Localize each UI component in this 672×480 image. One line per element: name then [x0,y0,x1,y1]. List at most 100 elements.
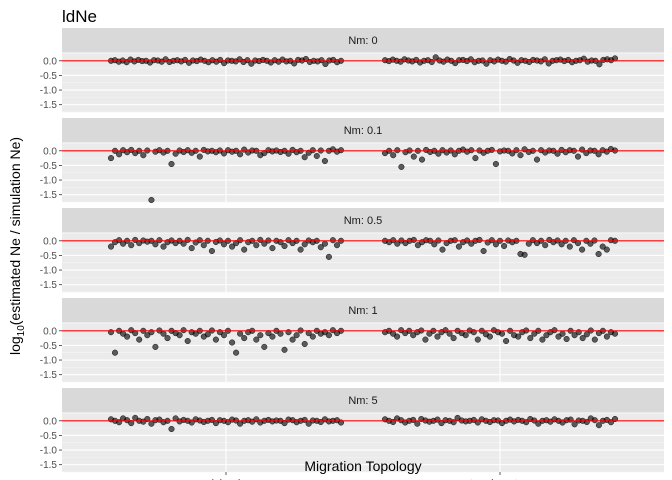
data-point [329,327,336,334]
facet-strip-label: Nm: 1 [348,305,377,317]
data-point [591,336,598,343]
data-point [543,332,550,339]
data-point [517,152,524,159]
data-point [451,151,458,158]
data-point [293,332,300,339]
data-point [333,242,341,249]
data-point [551,327,558,334]
data-point [390,152,397,159]
data-point [253,336,260,343]
data-point [394,147,401,154]
data-point [281,346,288,353]
data-point [257,332,264,339]
data-point [398,163,405,170]
data-point [329,237,336,244]
facet-strip-label: Nm: 0 [348,35,377,47]
y-tick-label: 0.0 [43,56,57,67]
data-point [595,422,602,429]
data-point [533,156,541,163]
data-point [253,242,260,249]
data-point [567,416,574,423]
data-point [492,241,499,248]
data-point [476,236,483,243]
data-point [229,243,236,250]
data-point [160,330,167,337]
data-point [164,335,171,342]
data-point [180,327,187,334]
facet-strip [62,298,664,322]
data-point [432,54,439,61]
data-point [208,247,215,255]
data-point [455,243,462,250]
data-point [241,335,248,342]
data-point [188,245,195,252]
data-point [140,152,147,159]
data-point [498,330,506,337]
data-point [116,151,123,158]
y-tick-label: -0.5 [40,251,58,262]
data-point [559,330,566,337]
data-point [325,332,332,339]
y-tick-label: -1.0 [40,446,58,457]
y-tick-label: -0.5 [40,341,58,352]
y-tick-label: -1.5 [40,280,58,291]
data-point [566,243,573,250]
data-point [480,247,487,255]
data-point [107,243,115,250]
data-point [152,241,159,248]
data-point [431,241,438,248]
facet-strip-label: Nm: 5 [348,395,377,407]
facet-panel: Nm: 0 0.0 -0.5 -1.0 -1.5 [40,28,664,113]
data-point [451,237,458,244]
data-point [488,237,495,244]
x-tick-label: stepping.stone [464,478,536,480]
data-point [204,331,211,338]
x-tick-label: island [212,478,241,480]
data-point [269,245,276,252]
data-point [410,236,417,243]
data-point [325,253,332,260]
y-tick-label: -1.0 [40,176,58,187]
data-point [503,337,510,345]
data-point [196,237,203,244]
data-point [422,336,429,343]
facet-strip [62,118,664,142]
facet-strip [62,388,664,412]
facet-strip-label: Nm: 0.1 [344,125,383,137]
data-point [570,237,577,244]
x-axis: island stepping.stone [212,472,536,480]
data-point [539,336,546,343]
data-point [152,343,159,350]
data-point [472,155,479,162]
data-point [521,251,528,258]
data-point [410,153,417,160]
data-point [136,336,143,343]
data-point [603,333,610,340]
y-tick-label: 0.0 [43,326,57,337]
y-axis-label-log: log [7,336,23,355]
data-point [474,336,481,343]
data-point [418,156,426,163]
data-point [446,330,453,337]
data-point [501,242,508,250]
data-point [116,237,123,244]
data-point [237,330,244,337]
data-point [301,241,308,248]
y-tick-label: -1.5 [40,190,58,201]
data-point [309,147,316,154]
data-point [309,333,316,340]
data-point [529,237,536,244]
facet-strip [62,28,664,52]
y-tick-label: 0.0 [43,416,57,427]
data-point [488,146,495,153]
data-point [579,335,586,342]
y-axis-label-rest: (estimated Ne / simulation Ne) [7,137,23,325]
data-point [337,147,345,154]
facet-panel: Nm: 0.1 0.0 -0.5 -1.0 -1.5 [40,118,664,204]
data-point [599,243,606,250]
y-tick-label: 0.0 [43,146,57,157]
data-point [542,242,549,249]
data-point [184,337,191,345]
facet-panels: Nm: 0 0.0 -0.5 -1.0 -1.5 Nm: 0.1 0.0 -0.5 -1.0 -1… [40,28,664,473]
